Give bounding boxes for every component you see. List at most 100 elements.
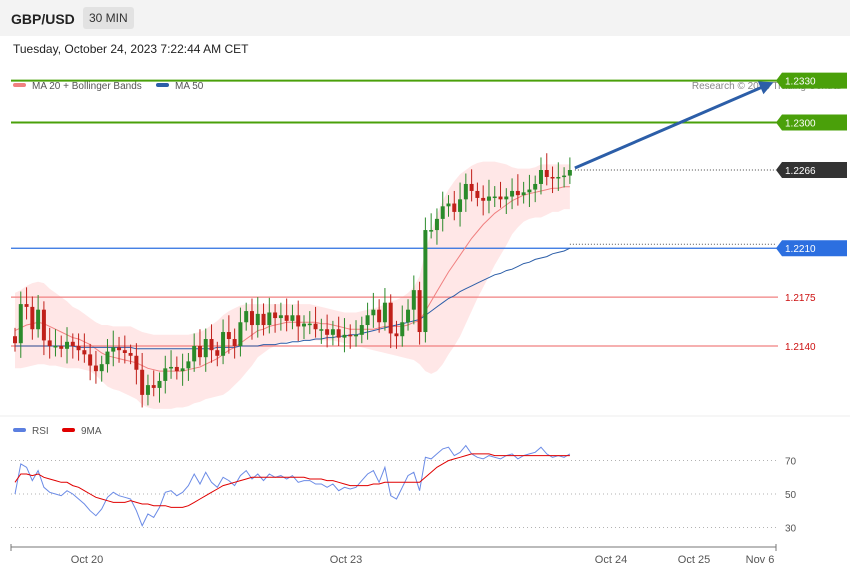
candle-body-20	[128, 352, 133, 356]
candle-body-41	[249, 311, 254, 326]
level-tag-bg-0	[776, 72, 847, 89]
candle-body-29	[180, 368, 185, 372]
candle-body-88	[521, 192, 526, 196]
candle-body-38	[232, 339, 237, 346]
rsi-tick-50: 50	[785, 490, 797, 501]
candle-body-68	[406, 309, 411, 323]
candle-body-12	[82, 350, 87, 355]
candle-body-19	[122, 350, 127, 353]
level-label-1: 1.2300	[785, 119, 816, 130]
candle-body-3	[30, 306, 35, 330]
rsi-tick-30: 30	[785, 523, 797, 534]
ma20-swatch	[13, 83, 26, 88]
forecast-arrowhead	[757, 81, 774, 95]
candle-body-7	[53, 346, 58, 348]
candle-body-92	[544, 170, 549, 177]
candle-body-71	[423, 230, 428, 333]
candle-body-52	[313, 323, 318, 330]
candle-body-77	[458, 199, 463, 212]
x-tick-label-3: Oct 25	[678, 554, 710, 566]
candle-body-60	[359, 325, 364, 335]
candle-body-48	[290, 315, 295, 321]
candle-body-31	[192, 346, 197, 362]
level-tag-bg-2	[776, 162, 847, 178]
candle-body-69	[411, 290, 416, 310]
level-tag-3: 1.2210	[776, 240, 847, 257]
rsi-line	[14, 444, 571, 527]
ma50-swatch	[156, 83, 169, 88]
candle-body-8	[59, 346, 64, 349]
candle-body-9	[65, 341, 70, 349]
legend-9ma-label: 9MA	[81, 426, 102, 437]
level-label-3: 1.2210	[785, 244, 816, 255]
candle-body-57	[342, 334, 347, 338]
candle-body-5	[41, 309, 46, 341]
rsi-swatch	[13, 428, 26, 433]
rsi-tick-70: 70	[785, 457, 797, 468]
candle-body-50	[302, 323, 306, 327]
candle-body-89	[527, 189, 532, 193]
candle-body-67	[400, 322, 405, 337]
candle-body-76	[452, 203, 457, 212]
legend-ma50: MA 50	[156, 81, 203, 92]
legend-ma20: MA 20 + Bollinger Bands	[13, 81, 142, 92]
level-tag-4: 1.2175	[785, 293, 816, 304]
ma9-swatch	[62, 428, 75, 433]
candle-body-63	[377, 309, 382, 323]
x-tick-label-2: Oct 24	[595, 554, 627, 566]
candle-body-11	[76, 346, 81, 351]
candle-body-74	[440, 206, 445, 219]
legend-ma20-label: MA 20 + Bollinger Bands	[32, 81, 142, 92]
candle-body-32	[197, 346, 202, 358]
candle-body-21	[134, 355, 139, 370]
header-bar: GBP/USD 30 MIN	[0, 0, 850, 36]
candle-body-0	[13, 336, 17, 344]
candle-body-90	[533, 183, 538, 190]
candle-body-35	[215, 350, 220, 356]
candle-body-37	[226, 332, 231, 340]
candle-body-47	[284, 315, 289, 321]
candle-body-51	[307, 323, 312, 326]
level-tag-2: 1.2266	[776, 162, 847, 178]
legend-rsi: RSI	[13, 426, 49, 437]
level-label-2: 1.2266	[785, 166, 816, 177]
candle-body-56	[336, 329, 341, 338]
candle-body-49	[296, 315, 301, 327]
candle-body-72	[429, 230, 434, 232]
candle-body-81	[481, 197, 486, 201]
candle-body-91	[538, 170, 543, 184]
candle-body-73	[434, 218, 439, 231]
level-label-4: 1.2175	[785, 293, 816, 304]
candle-body-66	[394, 333, 399, 337]
bollinger-band	[15, 161, 570, 409]
candle-body-27	[169, 366, 174, 369]
symbol-title: GBP/USD	[11, 11, 75, 27]
candle-body-65	[388, 302, 393, 334]
candle-body-59	[354, 334, 359, 337]
candle-body-39	[238, 322, 243, 346]
legend-ma50-label: MA 50	[175, 81, 204, 92]
candle-body-16	[105, 351, 110, 365]
candle-body-26	[163, 368, 168, 381]
candle-body-36	[221, 332, 226, 356]
candle-body-83	[492, 196, 497, 199]
candle-body-62	[371, 309, 376, 316]
candle-body-46	[278, 315, 283, 319]
candle-body-22	[140, 369, 145, 395]
candle-body-24	[151, 385, 156, 388]
candle-body-54	[325, 329, 330, 335]
candle-body-28	[174, 366, 179, 372]
level-label-0: 1.2330	[785, 77, 816, 88]
candle-body-4	[36, 309, 41, 330]
level-tag-0: 1.2330	[776, 72, 847, 89]
candle-body-43	[261, 313, 266, 326]
timeframe-badge[interactable]: 30 MIN	[83, 7, 134, 29]
candle-body-15	[99, 364, 104, 372]
legend-rsi-label: RSI	[32, 426, 49, 437]
candle-body-85	[504, 196, 509, 200]
forecast-arrow	[574, 83, 769, 170]
timestamp: Tuesday, October 24, 2023 7:22:44 AM CET	[13, 42, 249, 56]
candle-body-55	[330, 329, 335, 335]
candle-body-96	[567, 170, 572, 176]
candle-body-45	[273, 312, 278, 319]
